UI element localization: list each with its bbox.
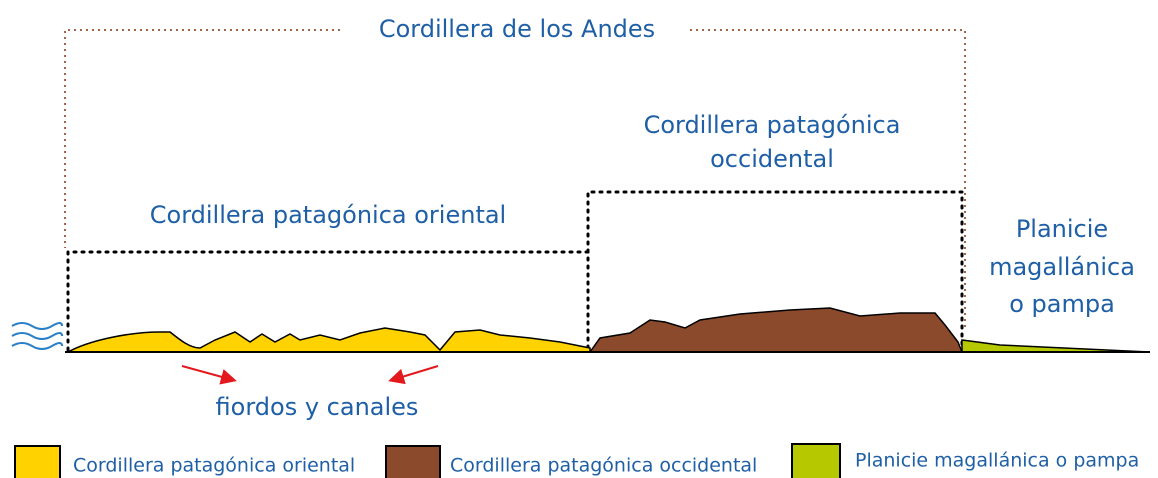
occidental-box [586, 190, 964, 347]
legend-swatch [14, 445, 61, 478]
andes-bracket [690, 29, 966, 330]
andes-bracket [64, 29, 340, 248]
title: Cordillera de los Andes [379, 15, 655, 43]
region-label: Cordillera patagónica oriental [150, 201, 506, 229]
legend-swatch [385, 445, 441, 478]
legend-label: Cordillera patagónica occidental [450, 455, 757, 477]
legend-label: Planicie magallánica o pampa [855, 450, 1139, 472]
region-label: magallánica [989, 253, 1135, 281]
arrow [181, 365, 237, 385]
arrow [388, 365, 439, 385]
oriental-box [66, 250, 590, 352]
region-label: Cordillera patagónica [644, 111, 901, 139]
annotation: fiordos y canales [216, 393, 419, 421]
legend-swatch [791, 443, 841, 478]
region-label: o pampa [1009, 290, 1115, 318]
sea-waves [11, 322, 63, 350]
region-label: occidental [710, 145, 834, 173]
region-label: Planicie [1016, 215, 1108, 243]
terrain-pampa [961, 339, 1151, 353]
terrain-occidental [588, 307, 964, 353]
terrain-oriental [67, 327, 591, 353]
legend-label: Cordillera patagónica oriental [73, 455, 355, 477]
